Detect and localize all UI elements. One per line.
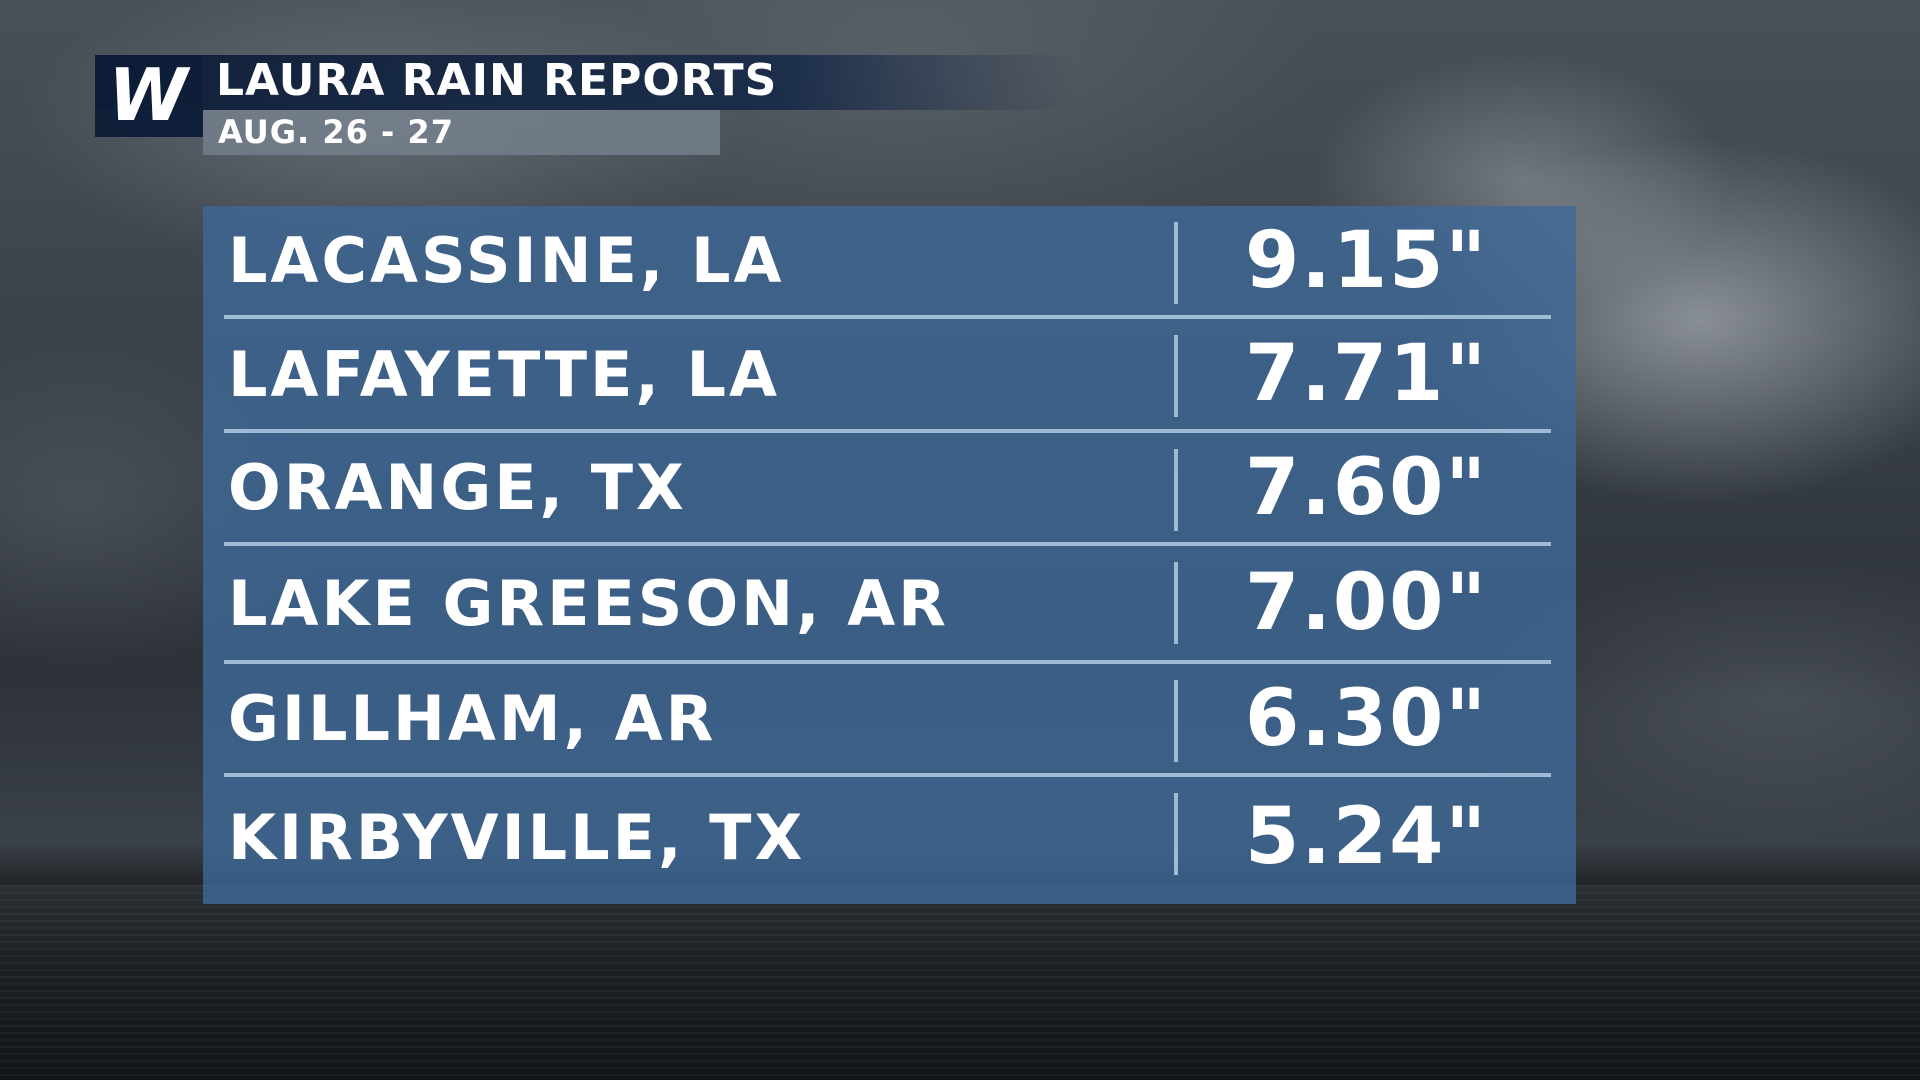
report-row: LAFAYETTE, LA 7.71" [224,319,1551,433]
report-location: KIRBYVILLE, TX [228,800,806,874]
report-amount: 7.71" [1244,329,1489,419]
report-row: LACASSINE, LA 9.15" [224,206,1551,319]
subtitle-bar [203,110,720,155]
report-row: LAKE GREESON, AR 7.00" [224,546,1551,664]
weather-w-logo-icon: W [108,56,191,136]
column-divider [1174,793,1178,875]
report-amount: 9.15" [1244,215,1489,306]
page-subtitle: AUG. 26 - 27 [218,113,454,151]
sea-background [0,885,1920,1080]
logo-letter: W [108,56,191,136]
column-divider [1174,222,1178,304]
column-divider [1174,335,1178,417]
report-amount: 5.24" [1244,792,1489,882]
column-divider [1174,680,1178,762]
report-row: ORANGE, TX 7.60" [224,433,1551,546]
report-amount: 7.60" [1244,442,1489,533]
report-amount: 6.30" [1244,673,1489,764]
reports-table: LACASSINE, LA 9.15" LAFAYETTE, LA 7.71" … [224,206,1551,897]
report-location: GILLHAM, AR [228,682,717,755]
header-bar [95,55,1075,110]
report-location: LAKE GREESON, AR [228,566,949,640]
page-title: LAURA RAIN REPORTS [216,55,778,106]
report-row: KIRBYVILLE, TX 5.24" [224,777,1551,897]
report-location: ORANGE, TX [228,451,687,524]
report-location: LAFAYETTE, LA [228,337,781,411]
report-amount: 7.00" [1244,558,1489,648]
reports-panel [203,206,1576,904]
logo-box [95,55,203,137]
column-divider [1174,449,1178,531]
column-divider [1174,562,1178,644]
report-row: GILLHAM, AR 6.30" [224,664,1551,777]
report-location: LACASSINE, LA [228,224,785,297]
